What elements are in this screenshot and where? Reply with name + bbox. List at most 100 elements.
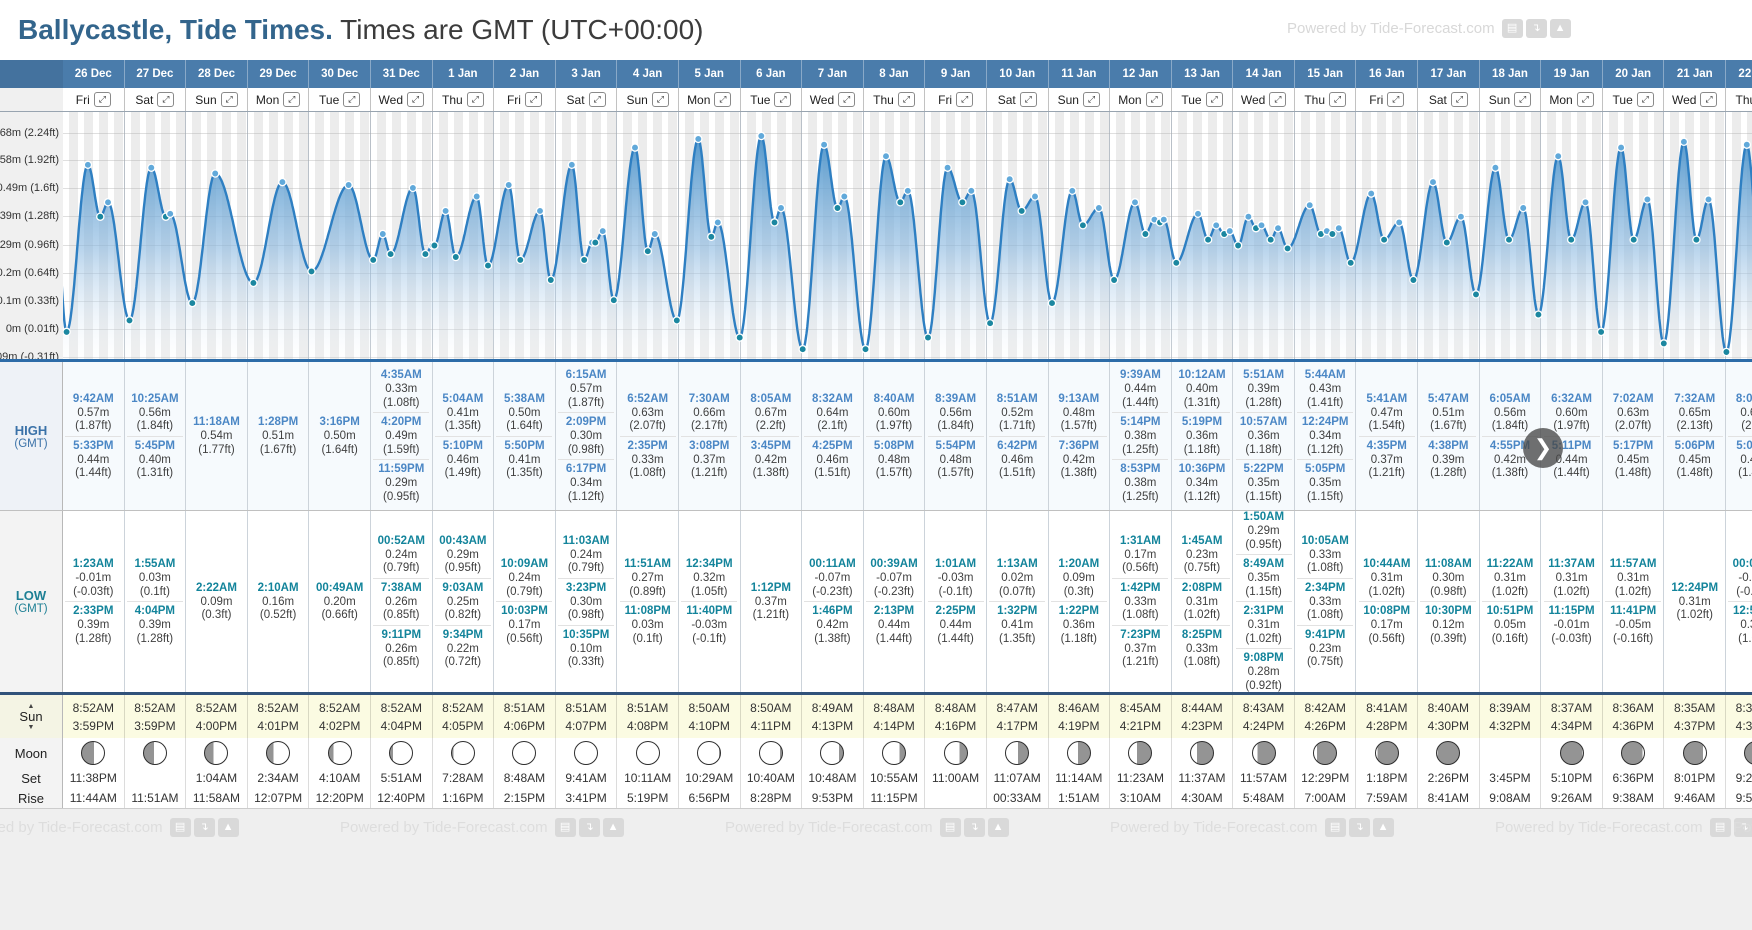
expand-day-icon[interactable]: ⤢: [220, 92, 238, 107]
high-tide-height-ft: (1.71ft): [998, 420, 1036, 432]
expand-day-icon[interactable]: ⤢: [524, 92, 542, 107]
weekday-cell[interactable]: Wed ⤢: [1233, 88, 1295, 111]
date-header-cell[interactable]: 31 Dec: [371, 60, 433, 88]
date-header-cell[interactable]: 14 Jan: [1233, 60, 1295, 88]
weekday-cell[interactable]: Thu⤢: [864, 88, 926, 111]
sunrise-time: 8:52AM: [442, 700, 484, 715]
weekday-cell[interactable]: Thu⤢: [433, 88, 495, 111]
weekday-cell[interactable]: Fri ⤢: [925, 88, 987, 111]
expand-day-icon[interactable]: ⤢: [588, 92, 606, 107]
expand-day-icon[interactable]: ⤢: [1329, 92, 1347, 107]
expand-day-icon[interactable]: ⤢: [1082, 92, 1100, 107]
date-header-cell[interactable]: 3 Jan: [556, 60, 618, 88]
next-days-button[interactable]: ❯: [1523, 428, 1563, 468]
weekday-cell[interactable]: Mon ⤢: [679, 88, 741, 111]
weekday-cell[interactable]: Fri ⤢: [1356, 88, 1419, 111]
weekday-cell[interactable]: Tue ⤢: [1603, 88, 1665, 111]
date-header-cell[interactable]: 10 Jan: [987, 60, 1049, 88]
expand-day-icon[interactable]: ⤢: [1700, 92, 1718, 107]
weekday-cell[interactable]: Thu⤢: [1726, 88, 1752, 111]
expand-day-icon[interactable]: ⤢: [283, 92, 301, 107]
date-header-cell[interactable]: 22 Jan: [1726, 60, 1752, 88]
high-tide-height-ft: (1.08ft): [629, 467, 666, 479]
date-header-cell[interactable]: 9 Jan: [925, 60, 987, 88]
weekday-cell[interactable]: Fri ⤢: [63, 88, 125, 111]
expand-day-icon[interactable]: ⤢: [343, 92, 361, 107]
watermark-icons: ▤↴▲: [167, 817, 239, 837]
expand-day-icon[interactable]: ⤢: [1636, 92, 1654, 107]
expand-day-icon[interactable]: ⤢: [157, 92, 175, 107]
expand-day-icon[interactable]: ⤢: [407, 92, 424, 107]
date-header-cell[interactable]: 18 Jan: [1480, 60, 1542, 88]
date-header-cell[interactable]: 28 Dec: [186, 60, 248, 88]
high-tide-point: [1581, 198, 1590, 207]
expand-day-icon[interactable]: ⤢: [1387, 92, 1405, 107]
expand-day-icon[interactable]: ⤢: [1576, 92, 1594, 107]
date-header-cell[interactable]: 8 Jan: [864, 60, 926, 88]
weekday-cell[interactable]: Sun ⤢: [186, 88, 248, 111]
date-header-cell[interactable]: 17 Jan: [1418, 60, 1480, 88]
weekday-cell[interactable]: Tue ⤢: [309, 88, 371, 111]
low-tide-point: [1203, 235, 1213, 244]
expand-day-icon[interactable]: ⤢: [1514, 92, 1532, 107]
high-tide-time: 6:32AM: [1551, 392, 1592, 405]
expand-day-icon[interactable]: ⤢: [1145, 92, 1163, 107]
expand-day-icon[interactable]: ⤢: [897, 92, 915, 107]
weekday-cell[interactable]: Mon ⤢: [1110, 88, 1172, 111]
date-header-cell[interactable]: 30 Dec: [309, 60, 371, 88]
expand-day-icon[interactable]: ⤢: [1450, 92, 1468, 107]
weekday-cell[interactable]: Sun ⤢: [1049, 88, 1111, 111]
date-header-cell[interactable]: 29 Dec: [248, 60, 310, 88]
expand-day-icon[interactable]: ⤢: [93, 92, 111, 107]
weekday-cell[interactable]: Mon ⤢: [248, 88, 310, 111]
weekday-cell[interactable]: Sun ⤢: [1480, 88, 1542, 111]
expand-day-icon[interactable]: ⤢: [651, 92, 669, 107]
high-tide-time: 10:57AM: [1239, 416, 1288, 428]
weekday-cell[interactable]: Fri ⤢: [494, 88, 556, 111]
expand-day-icon[interactable]: ⤢: [466, 92, 484, 107]
weekday-cell[interactable]: Tue ⤢: [741, 88, 803, 111]
weekday-cell[interactable]: Sat ⤢: [987, 88, 1049, 111]
sun-row-label: ▲ Sun ▼: [0, 695, 63, 738]
date-header-cell[interactable]: 21 Jan: [1664, 60, 1727, 88]
date-header-cell[interactable]: 2 Jan: [494, 60, 556, 88]
low-tide-height-ft: (0.79ft): [383, 562, 420, 574]
weekday-cell[interactable]: Wed ⤢: [371, 88, 433, 111]
expand-day-icon[interactable]: ⤢: [956, 92, 974, 107]
weekday-cell[interactable]: Sat ⤢: [556, 88, 618, 111]
weekday-cell[interactable]: Sat ⤢: [1418, 88, 1480, 111]
date-header-cell[interactable]: 20 Jan: [1603, 60, 1665, 88]
weekday-cell[interactable]: Thu⤢: [1295, 88, 1357, 111]
date-header-cell[interactable]: 7 Jan: [802, 60, 864, 88]
date-header-cell[interactable]: 12 Jan: [1110, 60, 1172, 88]
date-header-cell[interactable]: 6 Jan: [741, 60, 803, 88]
weekday-cell[interactable]: Sun ⤢: [617, 88, 679, 111]
expand-day-icon[interactable]: ⤢: [774, 92, 792, 107]
weekday-cell[interactable]: Wed ⤢: [802, 88, 864, 111]
weekday-cell[interactable]: Sat ⤢: [125, 88, 187, 111]
date-header-cell[interactable]: 13 Jan: [1172, 60, 1234, 88]
date-header-cell[interactable]: 26 Dec: [63, 60, 125, 88]
moonset-time: 4:10AM: [309, 768, 371, 788]
expand-day-icon[interactable]: ⤢: [838, 92, 856, 107]
date-header-cell[interactable]: 16 Jan: [1356, 60, 1419, 88]
high-tide-height-m: 0.41m: [508, 453, 541, 466]
date-header-cell[interactable]: 11 Jan: [1049, 60, 1111, 88]
low-tide-entry: 2:08PM 0.31m (1.02ft): [1173, 577, 1230, 625]
date-header-cell[interactable]: 27 Dec: [125, 60, 187, 88]
high-tide-point: [757, 131, 766, 141]
date-header-cell[interactable]: 4 Jan: [617, 60, 679, 88]
weekday-cell[interactable]: Mon ⤢: [1541, 88, 1603, 111]
weekday-cell[interactable]: Tue ⤢: [1172, 88, 1234, 111]
expand-day-icon[interactable]: ⤢: [1269, 92, 1287, 107]
expand-day-icon[interactable]: ⤢: [1205, 92, 1223, 107]
weekday-cell[interactable]: Wed ⤢: [1664, 88, 1727, 111]
expand-day-icon[interactable]: ⤢: [714, 92, 732, 107]
expand-day-icon[interactable]: ⤢: [1019, 92, 1037, 107]
date-header-cell[interactable]: 1 Jan: [433, 60, 495, 88]
low-tide-point: [516, 255, 525, 265]
date-header-cell[interactable]: 15 Jan: [1295, 60, 1357, 88]
date-header-cell[interactable]: 19 Jan: [1541, 60, 1603, 88]
low-tide-point: [1172, 258, 1181, 268]
date-header-cell[interactable]: 5 Jan: [679, 60, 741, 88]
